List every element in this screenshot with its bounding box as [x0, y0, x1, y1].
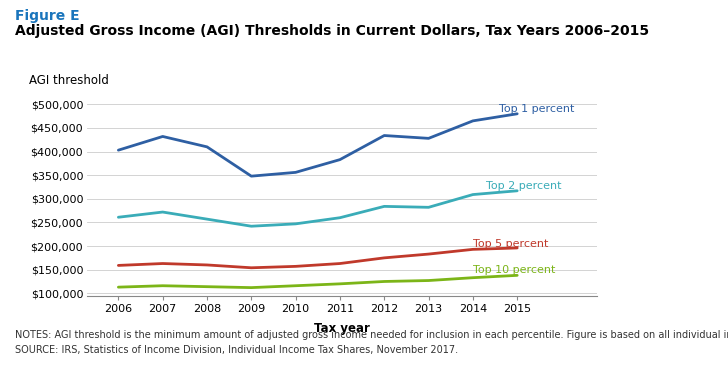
Text: Top 2 percent: Top 2 percent	[486, 181, 562, 191]
Text: SOURCE: IRS, Statistics of Income Division, Individual Income Tax Shares, Novemb: SOURCE: IRS, Statistics of Income Divisi…	[15, 345, 458, 355]
Text: NOTES: AGI threshold is the minimum amount of adjusted gross income needed for i: NOTES: AGI threshold is the minimum amou…	[15, 330, 728, 340]
Text: Adjusted Gross Income (AGI) Thresholds in Current Dollars, Tax Years 2006–2015: Adjusted Gross Income (AGI) Thresholds i…	[15, 24, 649, 38]
Text: Figure E: Figure E	[15, 9, 79, 23]
Text: Top 5 percent: Top 5 percent	[473, 239, 548, 249]
Text: Top 10 percent: Top 10 percent	[473, 265, 555, 275]
X-axis label: Tax year: Tax year	[314, 322, 370, 335]
Text: AGI threshold: AGI threshold	[29, 74, 108, 87]
Text: Top 1 percent: Top 1 percent	[499, 104, 575, 114]
